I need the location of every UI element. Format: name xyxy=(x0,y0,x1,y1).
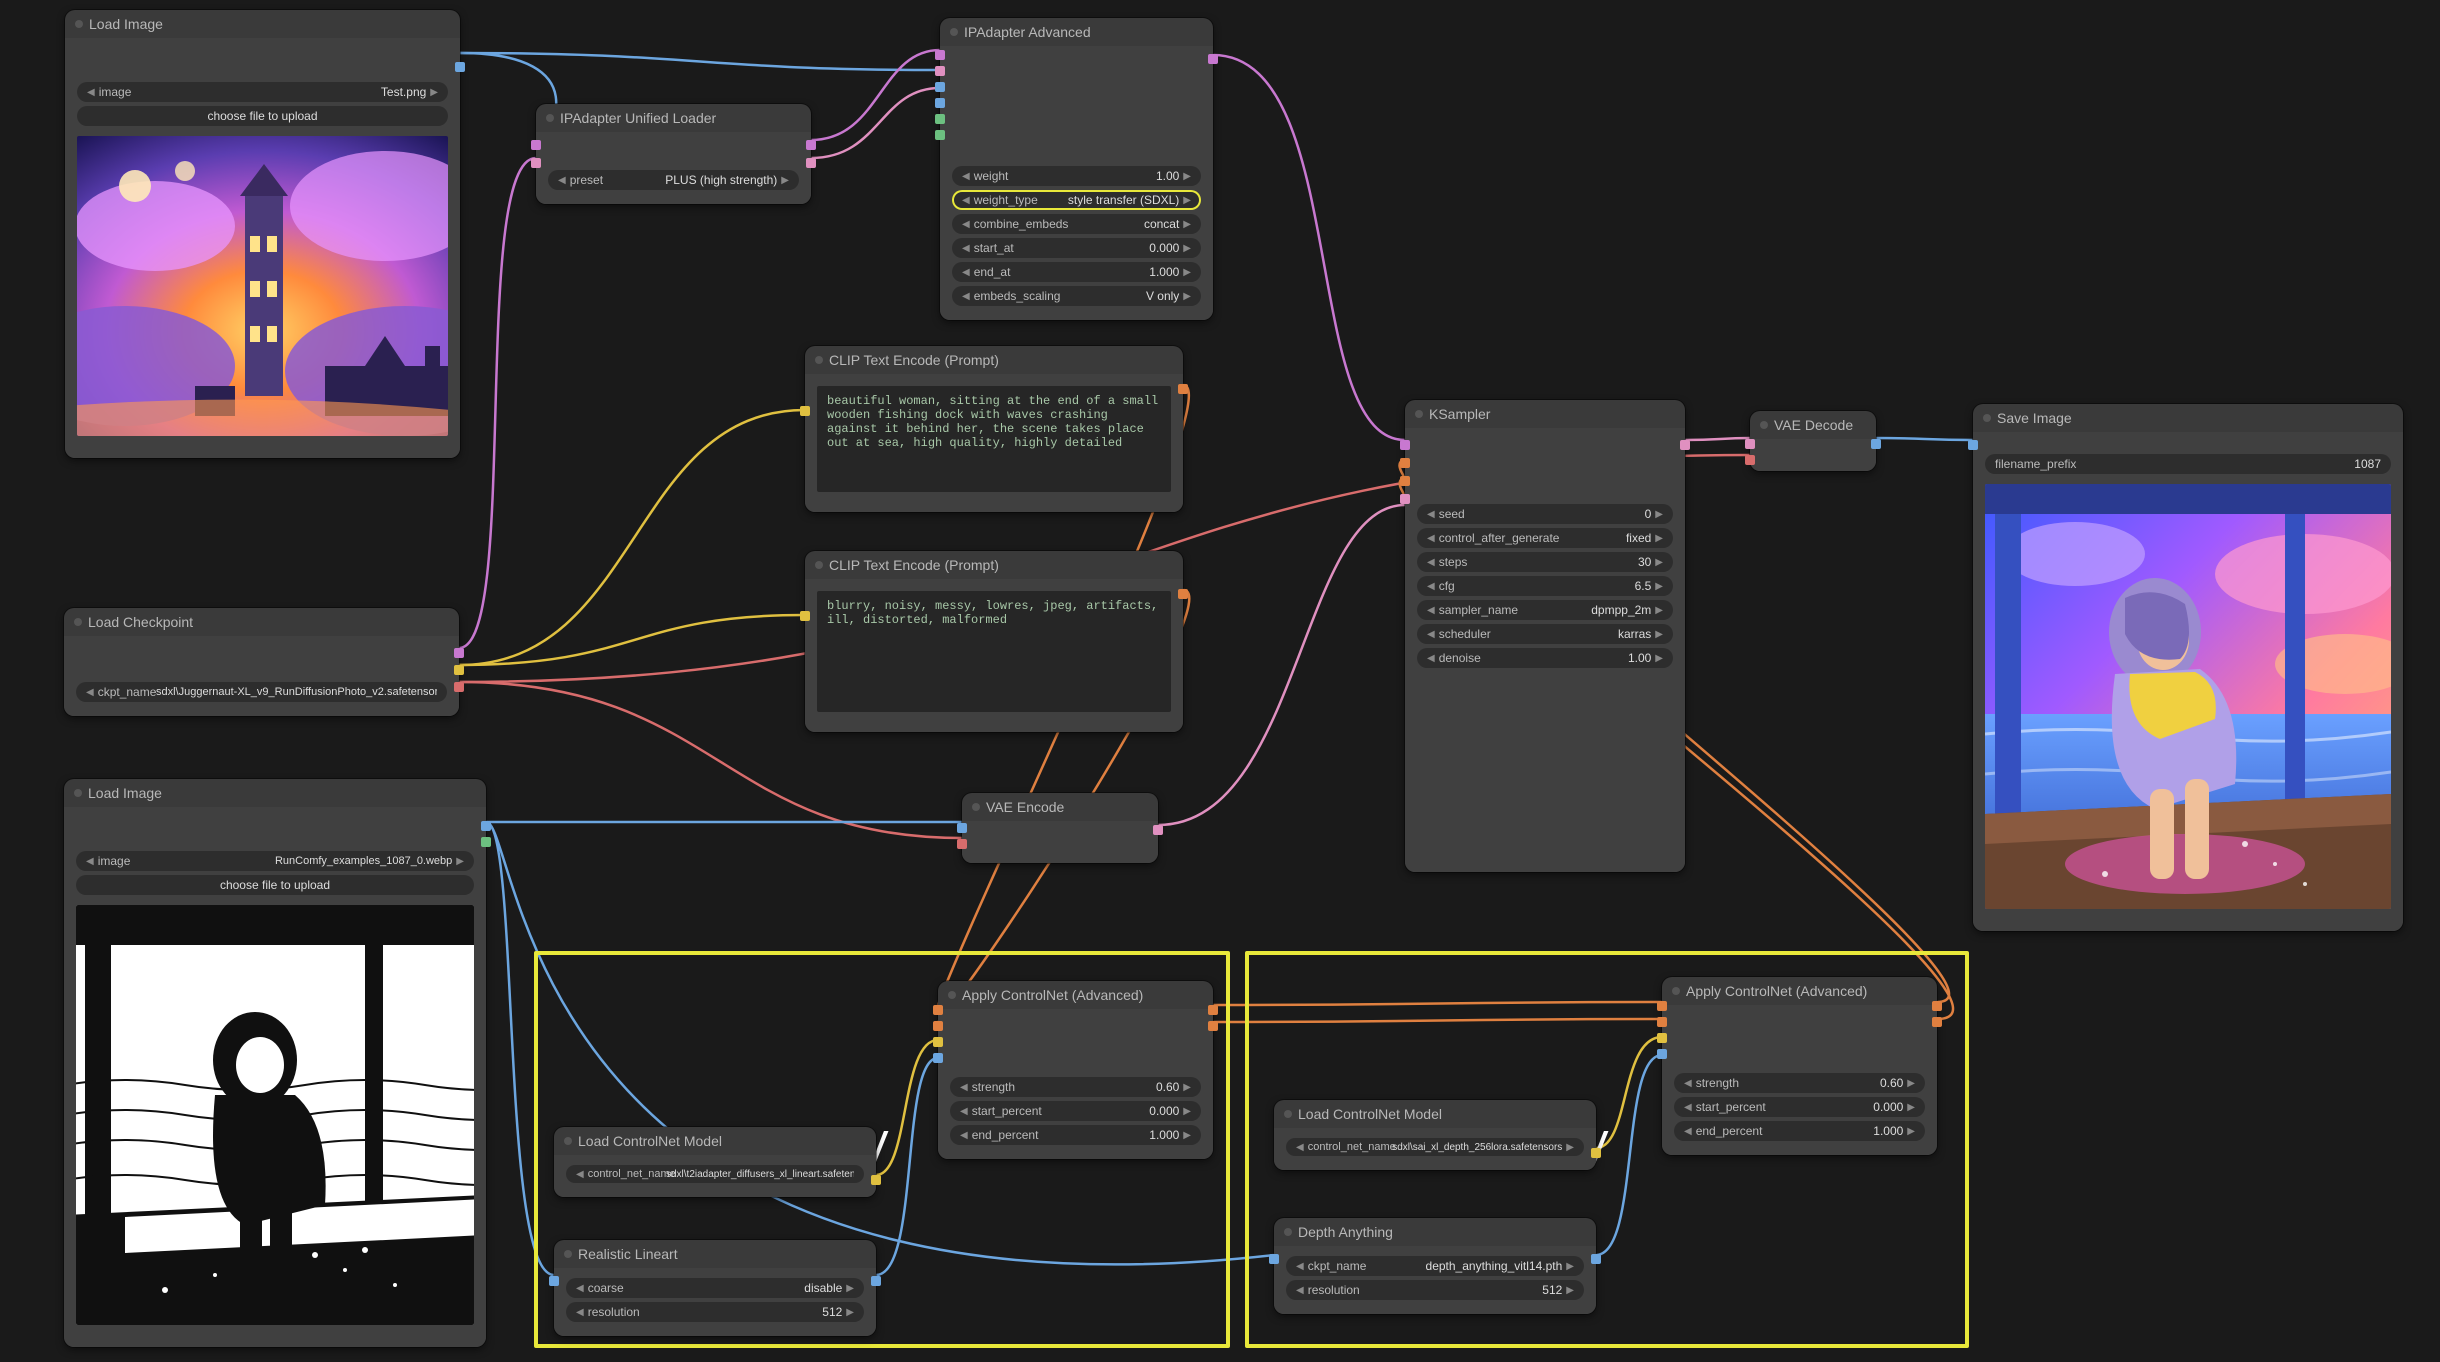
node-title: Realistic Lineart xyxy=(554,1240,876,1268)
node-title: VAE Encode xyxy=(962,793,1158,821)
widget-sampler_name[interactable]: ◀sampler_name dpmpp_2m▶ xyxy=(1417,600,1673,620)
image-preview xyxy=(77,136,448,436)
upload-button[interactable]: choose file to upload xyxy=(76,875,474,895)
widget-start_percent[interactable]: ◀start_percent 0.000▶ xyxy=(950,1101,1201,1121)
widget-coarse[interactable]: ◀coarse disable▶ xyxy=(566,1278,864,1298)
image-preview xyxy=(1985,484,2391,909)
widget-end_percent[interactable]: ◀end_percent 1.000▶ xyxy=(950,1125,1201,1145)
node-load-image-2[interactable]: Load Image ◀image RunComfy_examples_1087… xyxy=(64,779,486,1347)
node-title: VAE Decode xyxy=(1750,411,1876,439)
upload-button[interactable]: choose file to upload xyxy=(77,106,448,126)
widget-image-selector[interactable]: ◀image RunComfy_examples_1087_0.webp▶ xyxy=(76,851,474,871)
node-title: KSampler xyxy=(1405,400,1685,428)
widget-embeds_scaling[interactable]: ◀embeds_scaling V only▶ xyxy=(952,286,1201,306)
node-depth-anything[interactable]: Depth Anything ◀ckpt_name depth_anything… xyxy=(1274,1218,1596,1314)
node-save-image[interactable]: Save Image filename_prefix 1087 xyxy=(1973,404,2403,931)
node-title: Load Checkpoint xyxy=(64,608,459,636)
node-load-image-1[interactable]: Load Image ◀image Test.png▶ choose file … xyxy=(65,10,460,458)
widget-combine_embeds[interactable]: ◀combine_embeds concat▶ xyxy=(952,214,1201,234)
widget-cfg[interactable]: ◀cfg 6.5▶ xyxy=(1417,576,1673,596)
widget-strength[interactable]: ◀strength 0.60▶ xyxy=(1674,1073,1925,1093)
image-preview xyxy=(76,905,474,1325)
node-clip-negative[interactable]: CLIP Text Encode (Prompt) blurry, noisy,… xyxy=(805,551,1183,732)
node-clip-positive[interactable]: CLIP Text Encode (Prompt) beautiful woma… xyxy=(805,346,1183,512)
node-title: Apply ControlNet (Advanced) xyxy=(1662,977,1937,1005)
widget-end_percent[interactable]: ◀end_percent 1.000▶ xyxy=(1674,1121,1925,1141)
node-graph-canvas[interactable]: V V Load Image ◀image Test.png▶ choose f… xyxy=(0,0,2440,1362)
node-realistic-lineart[interactable]: Realistic Lineart ◀coarse disable▶ ◀reso… xyxy=(554,1240,876,1336)
widget-preset[interactable]: ◀preset PLUS (high strength)▶ xyxy=(548,170,799,190)
prompt-textarea[interactable]: blurry, noisy, messy, lowres, jpeg, arti… xyxy=(817,591,1171,712)
widget-start_at[interactable]: ◀start_at 0.000▶ xyxy=(952,238,1201,258)
widget-denoise[interactable]: ◀denoise 1.00▶ xyxy=(1417,648,1673,668)
widget-image-selector[interactable]: ◀image Test.png▶ xyxy=(77,82,448,102)
widget-start_percent[interactable]: ◀start_percent 0.000▶ xyxy=(1674,1097,1925,1117)
node-title: CLIP Text Encode (Prompt) xyxy=(805,346,1183,374)
widget-cn-name[interactable]: ◀control_net_name sdxl\sai_xl_depth_256l… xyxy=(1286,1138,1584,1156)
widget-resolution[interactable]: ◀resolution 512▶ xyxy=(1286,1280,1584,1300)
widget-steps[interactable]: ◀steps 30▶ xyxy=(1417,552,1673,572)
node-title: Depth Anything xyxy=(1274,1218,1596,1246)
node-apply-controlnet-2[interactable]: Apply ControlNet (Advanced) ◀strength 0.… xyxy=(1662,977,1937,1155)
node-ksampler[interactable]: KSampler ◀seed 0▶ ◀control_after_generat… xyxy=(1405,400,1685,872)
node-title: Load Image xyxy=(64,779,486,807)
widget-seed[interactable]: ◀seed 0▶ xyxy=(1417,504,1673,524)
node-title: Load ControlNet Model xyxy=(1274,1100,1596,1128)
node-title: Apply ControlNet (Advanced) xyxy=(938,981,1213,1009)
widget-cn-name[interactable]: ◀control_net_name sdxl\t2iadapter_diffus… xyxy=(566,1165,864,1183)
node-ipadapter-advanced[interactable]: IPAdapter Advanced ◀weight 1.00▶ ◀weight… xyxy=(940,18,1213,320)
node-load-controlnet-1[interactable]: Load ControlNet Model ◀control_net_name … xyxy=(554,1127,876,1197)
widget-strength[interactable]: ◀strength 0.60▶ xyxy=(950,1077,1201,1097)
node-title: Save Image xyxy=(1973,404,2403,432)
node-title: CLIP Text Encode (Prompt) xyxy=(805,551,1183,579)
widget-ckpt[interactable]: ◀ckpt_name sdxl\Juggernaut-XL_v9_RunDiff… xyxy=(76,682,447,702)
widget-control_after_generate[interactable]: ◀control_after_generate fixed▶ xyxy=(1417,528,1673,548)
widget-end_at[interactable]: ◀end_at 1.000▶ xyxy=(952,262,1201,282)
widget-ckpt_name[interactable]: ◀ckpt_name depth_anything_vitl14.pth▶ xyxy=(1286,1256,1584,1276)
node-vae-encode[interactable]: VAE Encode xyxy=(962,793,1158,863)
widget-scheduler[interactable]: ◀scheduler karras▶ xyxy=(1417,624,1673,644)
widget-resolution[interactable]: ◀resolution 512▶ xyxy=(566,1302,864,1322)
node-apply-controlnet-1[interactable]: Apply ControlNet (Advanced) ◀strength 0.… xyxy=(938,981,1213,1159)
node-title: Load ControlNet Model xyxy=(554,1127,876,1155)
widget-filename-prefix[interactable]: filename_prefix 1087 xyxy=(1985,454,2391,474)
node-vae-decode[interactable]: VAE Decode xyxy=(1750,411,1876,471)
node-load-controlnet-2[interactable]: Load ControlNet Model ◀control_net_name … xyxy=(1274,1100,1596,1170)
node-title: Load Image xyxy=(65,10,460,38)
node-title: IPAdapter Unified Loader xyxy=(536,104,811,132)
widget-weight[interactable]: ◀weight 1.00▶ xyxy=(952,166,1201,186)
node-ipadapter-loader[interactable]: IPAdapter Unified Loader ◀preset PLUS (h… xyxy=(536,104,811,204)
node-load-checkpoint[interactable]: Load Checkpoint ◀ckpt_name sdxl\Juggerna… xyxy=(64,608,459,716)
widget-weight_type[interactable]: ◀weight_type style transfer (SDXL)▶ xyxy=(952,190,1201,210)
node-title: IPAdapter Advanced xyxy=(940,18,1213,46)
prompt-textarea[interactable]: beautiful woman, sitting at the end of a… xyxy=(817,386,1171,492)
